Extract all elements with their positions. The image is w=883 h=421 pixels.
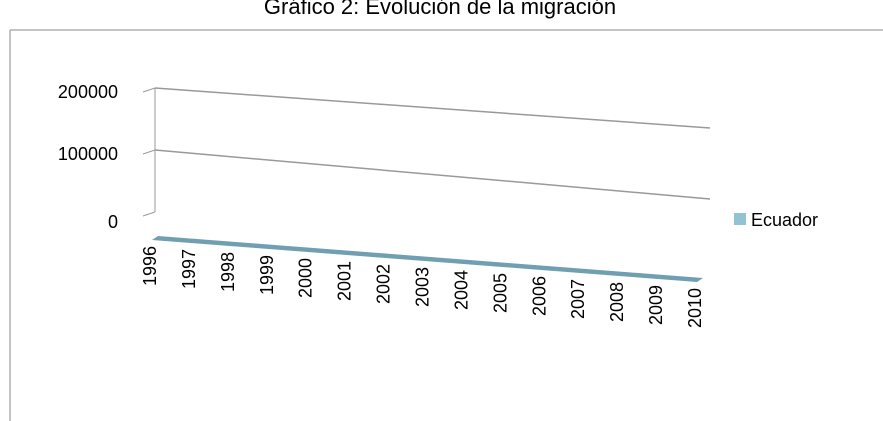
legend-swatch bbox=[734, 213, 746, 225]
y-tick-label: 200000 bbox=[58, 82, 118, 102]
tick-mark bbox=[142, 211, 156, 217]
x-tick-label: 1997 bbox=[179, 249, 199, 289]
x-tick-label: 2006 bbox=[529, 276, 549, 316]
area-top bbox=[152, 235, 703, 282]
x-tick-label: 2005 bbox=[490, 273, 510, 313]
tick-mark bbox=[142, 87, 156, 93]
grid-line bbox=[154, 149, 711, 200]
x-tick-label: 2010 bbox=[685, 288, 705, 328]
x-tick-label: 1996 bbox=[140, 246, 160, 286]
x-tick-label: 1998 bbox=[218, 252, 238, 292]
y-tick-label: 100000 bbox=[58, 144, 118, 164]
x-tick-label: 2008 bbox=[607, 282, 627, 322]
tick-mark bbox=[142, 149, 156, 155]
chart-title: Gráfico 2: Evolución de la migración bbox=[264, 0, 616, 19]
x-tick-label: 2002 bbox=[374, 264, 394, 304]
x-tick-label: 2001 bbox=[335, 261, 355, 301]
x-tick-label: 2003 bbox=[413, 267, 433, 307]
x-tick-label: 2009 bbox=[646, 285, 666, 325]
y-tick-label: 0 bbox=[108, 212, 118, 232]
grid-line bbox=[154, 87, 711, 129]
x-tick-label: 2000 bbox=[296, 258, 316, 298]
x-tick-label: 2007 bbox=[568, 279, 588, 319]
x-tick-label: 2004 bbox=[451, 270, 471, 310]
legend-label: Ecuador bbox=[751, 210, 818, 230]
x-tick-label: 1999 bbox=[257, 255, 277, 295]
